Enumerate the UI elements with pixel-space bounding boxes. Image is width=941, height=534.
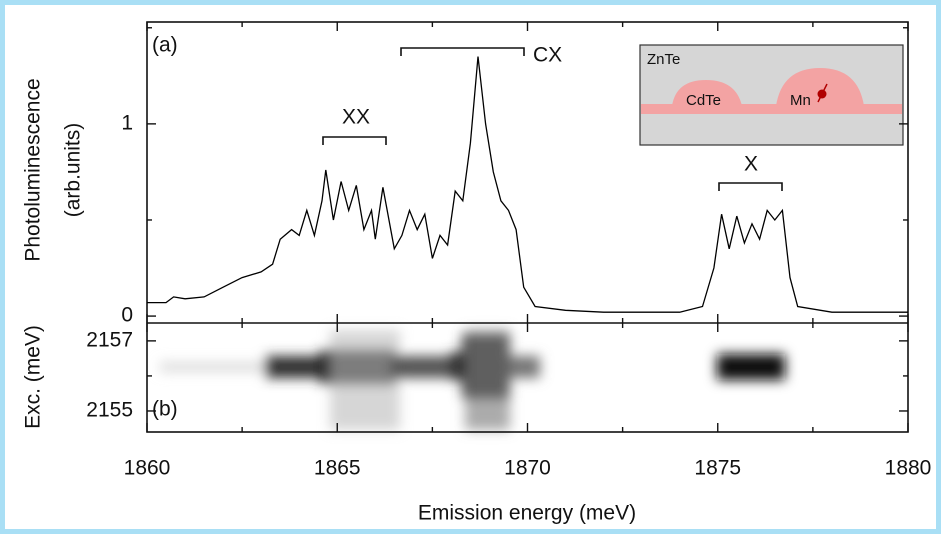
annotation: X	[744, 153, 758, 176]
quantum-dot	[672, 80, 742, 106]
y-axis-label: Photoluminescence	[22, 78, 45, 261]
y-tick-label: 0	[121, 304, 133, 327]
x-tick-label: 1870	[504, 457, 551, 480]
excitation-map	[160, 330, 785, 430]
x-tick-label: 1865	[314, 457, 361, 480]
x-tick-label: 1860	[124, 457, 171, 480]
quantum-dot	[776, 68, 864, 106]
inset: ZnTe CdTe Mn	[639, 44, 904, 146]
y-tick-label: 2157	[86, 328, 133, 351]
inset-label: Mn	[790, 92, 811, 109]
y-axis-label: Exc. (meV)	[22, 325, 45, 429]
wetting-layer	[641, 104, 902, 114]
x-tick-label: 1880	[885, 457, 932, 480]
annotation: CX	[533, 44, 562, 67]
x-tick-label: 1875	[694, 457, 741, 480]
annotation: XX	[342, 106, 370, 129]
spectrum-line	[147, 56, 908, 313]
inset-label: CdTe	[686, 92, 721, 109]
bracket	[718, 182, 783, 191]
panel-label: (b)	[152, 398, 178, 421]
y-tick-label: 1	[121, 111, 133, 134]
y-axis-label: (arb.units)	[62, 123, 85, 218]
bracket	[322, 136, 387, 145]
spin-arrow	[817, 83, 828, 103]
panel-label: (a)	[152, 34, 178, 57]
y-tick-label: 2155	[86, 399, 133, 422]
x-axis-label: Emission energy (meV)	[418, 502, 636, 525]
inset-label: ZnTe	[647, 51, 680, 68]
bracket	[400, 47, 525, 56]
